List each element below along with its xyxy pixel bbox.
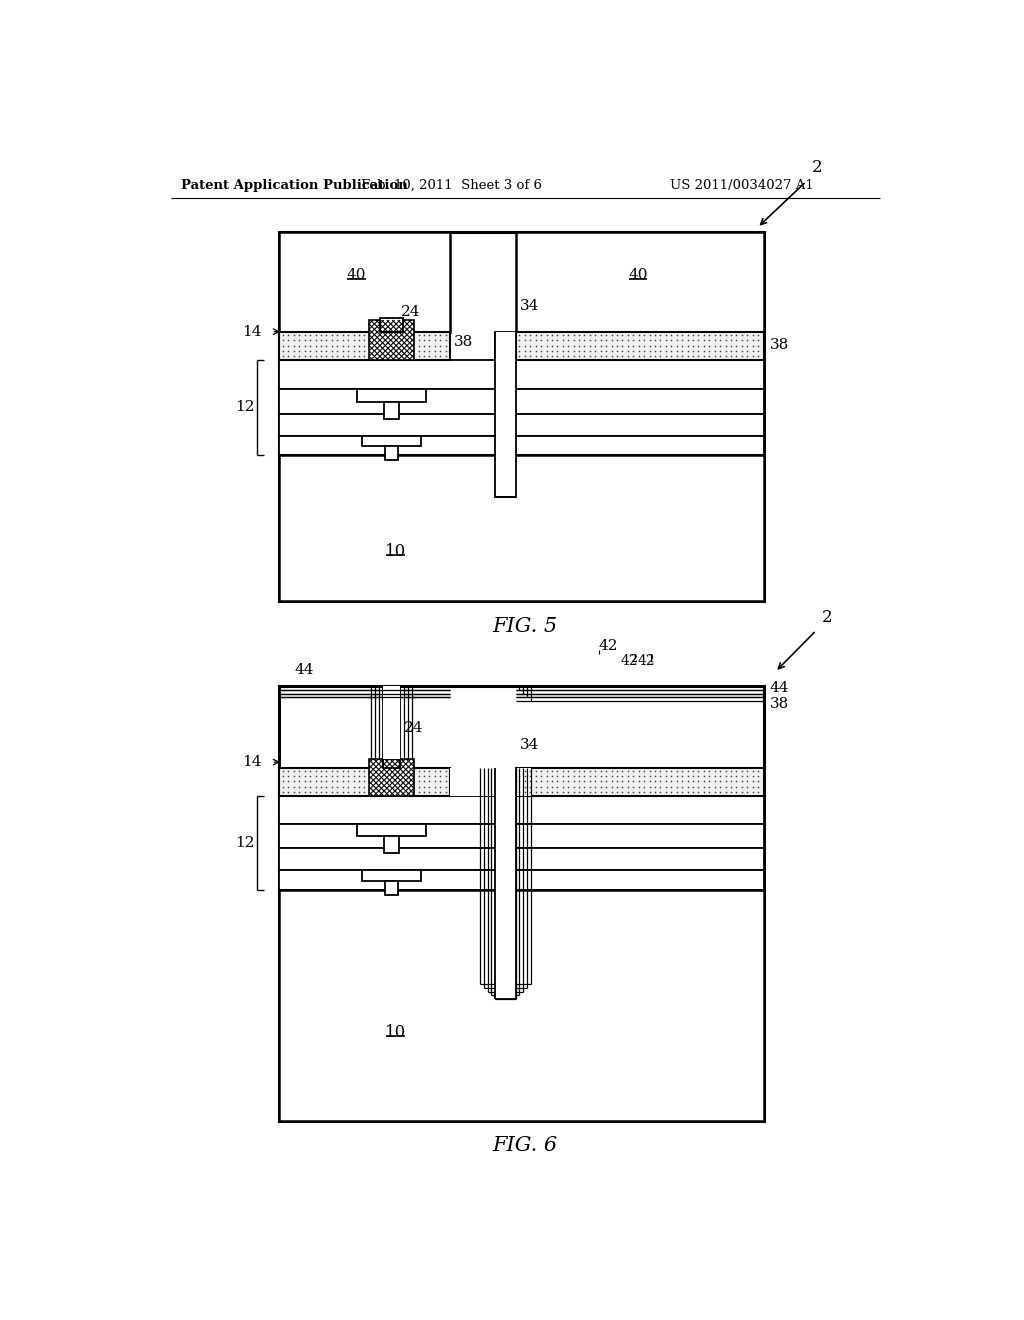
Bar — [515, 768, 764, 796]
Bar — [280, 796, 764, 824]
Bar — [280, 231, 764, 601]
Text: 42: 42 — [599, 639, 618, 653]
Bar — [383, 321, 400, 331]
Text: 42: 42 — [638, 655, 655, 668]
Bar — [280, 231, 450, 331]
Bar — [280, 389, 764, 414]
Bar — [369, 321, 414, 360]
Bar — [385, 880, 398, 895]
Bar — [385, 446, 398, 461]
Text: 34: 34 — [520, 738, 540, 752]
Bar — [480, 768, 531, 796]
Bar — [380, 318, 403, 331]
Text: 44: 44 — [295, 664, 314, 677]
Text: 34: 34 — [520, 300, 540, 313]
Text: 38: 38 — [770, 338, 788, 351]
Bar — [450, 768, 515, 796]
Bar — [362, 436, 421, 446]
Bar — [369, 759, 414, 796]
Bar — [280, 455, 764, 601]
Text: 10: 10 — [385, 1024, 406, 1041]
Text: 38: 38 — [452, 775, 471, 789]
Text: 38: 38 — [770, 697, 788, 710]
Text: FIG. 6: FIG. 6 — [493, 1137, 557, 1155]
Bar — [280, 414, 764, 436]
Bar — [369, 759, 414, 796]
Text: 40: 40 — [628, 268, 648, 282]
Text: 12: 12 — [234, 400, 254, 414]
Text: Feb. 10, 2011  Sheet 3 of 6: Feb. 10, 2011 Sheet 3 of 6 — [361, 178, 543, 191]
Bar — [515, 231, 764, 331]
Bar — [515, 331, 764, 360]
Text: 2: 2 — [630, 655, 637, 664]
Text: 12: 12 — [234, 836, 254, 850]
Text: 1: 1 — [648, 655, 655, 664]
Text: 2: 2 — [812, 160, 822, 176]
Bar — [280, 686, 764, 1121]
Text: 38: 38 — [454, 335, 473, 348]
Text: 44: 44 — [770, 681, 790, 696]
Bar — [384, 401, 399, 418]
Bar — [383, 759, 400, 768]
Bar — [357, 389, 426, 401]
Bar — [384, 836, 399, 853]
Bar — [383, 686, 400, 759]
Bar — [280, 890, 764, 1121]
Bar — [280, 824, 764, 849]
Text: 2: 2 — [821, 609, 833, 626]
Bar — [496, 331, 515, 360]
Text: 42: 42 — [621, 655, 638, 668]
Bar — [280, 436, 764, 455]
Text: FIG. 5: FIG. 5 — [493, 616, 557, 636]
Text: 24: 24 — [400, 305, 420, 319]
Text: 40: 40 — [347, 268, 367, 282]
Text: US 2011/0034027 A1: US 2011/0034027 A1 — [671, 178, 814, 191]
Bar — [362, 870, 421, 880]
Bar — [383, 686, 400, 759]
Bar — [280, 849, 764, 870]
Bar — [369, 321, 414, 360]
Bar — [496, 331, 515, 498]
Text: 14: 14 — [243, 755, 262, 770]
Text: 10: 10 — [385, 543, 406, 560]
Bar — [280, 870, 764, 890]
Text: 24: 24 — [403, 721, 423, 735]
Text: Patent Application Publication: Patent Application Publication — [180, 178, 408, 191]
Bar — [280, 360, 764, 389]
Text: 14: 14 — [243, 325, 262, 339]
Bar — [496, 768, 515, 999]
Bar — [280, 331, 450, 360]
Bar — [280, 768, 450, 796]
Bar — [357, 824, 426, 836]
